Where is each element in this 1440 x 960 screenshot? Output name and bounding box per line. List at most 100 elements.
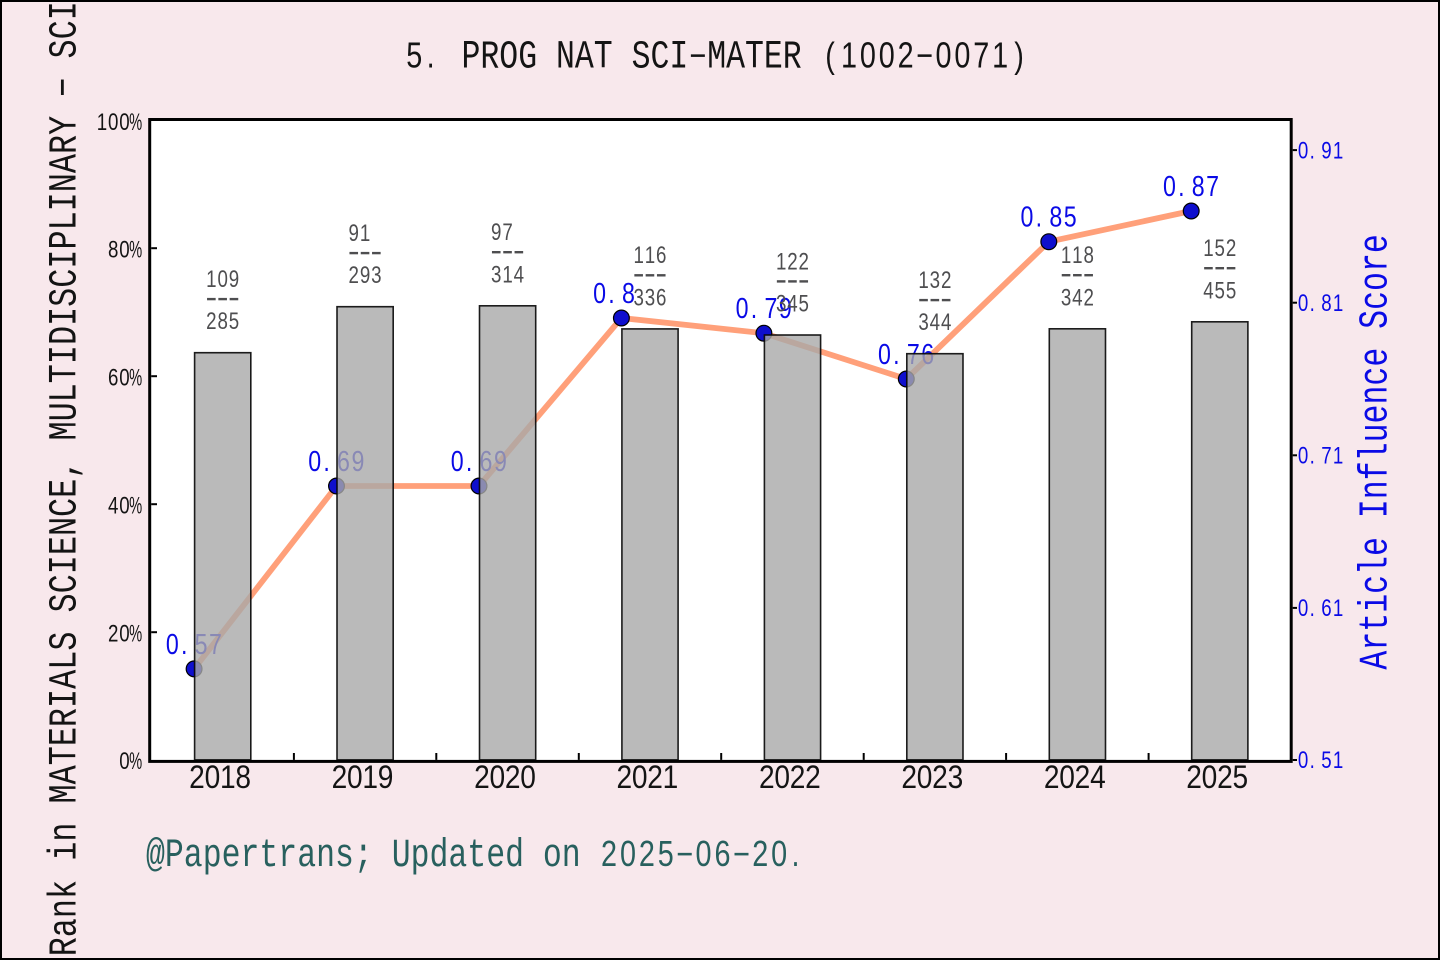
svg-text:N: N: [556, 34, 575, 79]
svg-text:−: −: [689, 34, 706, 75]
svg-text:8: 8: [622, 276, 635, 309]
svg-text:.: .: [751, 292, 757, 325]
svg-text:1: 1: [1333, 137, 1343, 164]
svg-text:8: 8: [235, 759, 251, 795]
svg-text:0: 0: [166, 627, 179, 660]
svg-text:Article Influence Score: Article Influence Score: [1353, 234, 1400, 669]
svg-text:5: 5: [658, 833, 674, 874]
svg-text:d: d: [505, 833, 524, 878]
svg-text:4: 4: [1203, 277, 1214, 304]
svg-text:5: 5: [1232, 759, 1248, 795]
svg-text:5: 5: [1064, 200, 1077, 233]
svg-text:r: r: [240, 833, 259, 878]
svg-text:0: 0: [108, 109, 119, 136]
svg-text:2: 2: [932, 759, 948, 795]
svg-text:5: 5: [229, 308, 239, 335]
svg-text:Rank in MATERIALS SCIENCE, MUL: Rank in MATERIALS SCIENCE, MULTIDISCIPLI…: [42, 1, 87, 956]
svg-text:0: 0: [1021, 200, 1034, 233]
svg-text:4: 4: [514, 261, 525, 288]
svg-text:5: 5: [1321, 747, 1331, 774]
svg-text:0: 0: [1202, 759, 1218, 795]
svg-text:(: (: [825, 34, 835, 75]
svg-text:t: t: [259, 833, 278, 878]
svg-text:6: 6: [656, 284, 666, 311]
svg-text:3: 3: [371, 262, 381, 289]
svg-text:0: 0: [860, 34, 876, 75]
svg-text:2: 2: [206, 308, 216, 335]
svg-text:M: M: [707, 34, 726, 79]
svg-text:2: 2: [1226, 235, 1236, 262]
svg-text:1: 1: [1333, 442, 1343, 469]
svg-text:2: 2: [1186, 759, 1202, 795]
svg-text:2: 2: [639, 833, 655, 874]
svg-text:s: s: [335, 833, 354, 878]
svg-text:O: O: [499, 34, 518, 79]
svg-text:a: a: [448, 833, 467, 878]
svg-text:1: 1: [220, 759, 236, 795]
svg-text:7: 7: [502, 219, 512, 246]
svg-text:2: 2: [349, 262, 359, 289]
svg-text:1: 1: [663, 759, 679, 795]
svg-text:0: 0: [119, 109, 130, 136]
svg-text:E: E: [764, 34, 783, 79]
svg-text:2: 2: [787, 248, 797, 275]
svg-text:9: 9: [360, 262, 370, 289]
svg-text:2: 2: [799, 248, 809, 275]
svg-text:A: A: [575, 34, 594, 79]
svg-text:0: 0: [520, 759, 536, 795]
svg-text:1: 1: [776, 248, 786, 275]
svg-text:1: 1: [645, 242, 655, 269]
svg-text:R: R: [783, 34, 802, 79]
svg-text:;: ;: [354, 833, 373, 878]
svg-text:2: 2: [941, 267, 951, 294]
svg-text:0: 0: [774, 759, 790, 795]
svg-text:0: 0: [879, 34, 895, 75]
svg-text:3: 3: [645, 284, 655, 311]
svg-text:1: 1: [841, 34, 857, 75]
svg-text:T: T: [745, 34, 764, 79]
svg-text:.: .: [1310, 595, 1315, 622]
svg-text:P: P: [461, 34, 480, 79]
svg-text:0: 0: [1298, 442, 1309, 469]
svg-text:4: 4: [108, 492, 119, 519]
svg-text:3: 3: [948, 759, 964, 795]
svg-text:.: .: [427, 34, 435, 75]
svg-text:1: 1: [362, 759, 378, 795]
svg-text:3: 3: [491, 261, 501, 288]
svg-text:0: 0: [308, 444, 321, 477]
svg-text:.: .: [1310, 747, 1315, 774]
svg-text:0: 0: [119, 364, 130, 391]
svg-text:0: 0: [696, 833, 712, 874]
svg-text:t: t: [467, 833, 486, 878]
svg-text:7: 7: [764, 292, 777, 325]
svg-text:3: 3: [918, 309, 928, 336]
svg-text:0: 0: [917, 759, 933, 795]
svg-text:0: 0: [771, 833, 787, 874]
svg-text:0: 0: [1298, 595, 1309, 622]
svg-text:2: 2: [601, 833, 617, 874]
svg-text:A: A: [726, 34, 745, 79]
svg-text:2: 2: [759, 759, 775, 795]
svg-text:U: U: [392, 833, 411, 878]
svg-text:a: a: [184, 833, 203, 878]
svg-text:G: G: [518, 34, 537, 79]
svg-text:C: C: [650, 34, 669, 79]
svg-text:4: 4: [787, 290, 798, 317]
svg-text:7: 7: [973, 34, 989, 75]
svg-text:1: 1: [1333, 290, 1343, 317]
svg-text:8: 8: [1192, 169, 1205, 202]
svg-text:R: R: [480, 34, 499, 79]
svg-text:1: 1: [502, 261, 512, 288]
svg-text:1: 1: [1333, 595, 1343, 622]
svg-text:7: 7: [1321, 442, 1331, 469]
svg-text:6: 6: [656, 242, 666, 269]
svg-text:3: 3: [776, 290, 786, 317]
svg-text:0: 0: [1298, 290, 1309, 317]
svg-text:%: %: [129, 365, 142, 391]
svg-text:1: 1: [992, 34, 1008, 75]
svg-text:0: 0: [954, 34, 970, 75]
svg-text:%: %: [129, 110, 142, 136]
svg-text:3: 3: [930, 267, 940, 294]
svg-text:0: 0: [593, 276, 606, 309]
svg-text:−: −: [916, 34, 933, 75]
